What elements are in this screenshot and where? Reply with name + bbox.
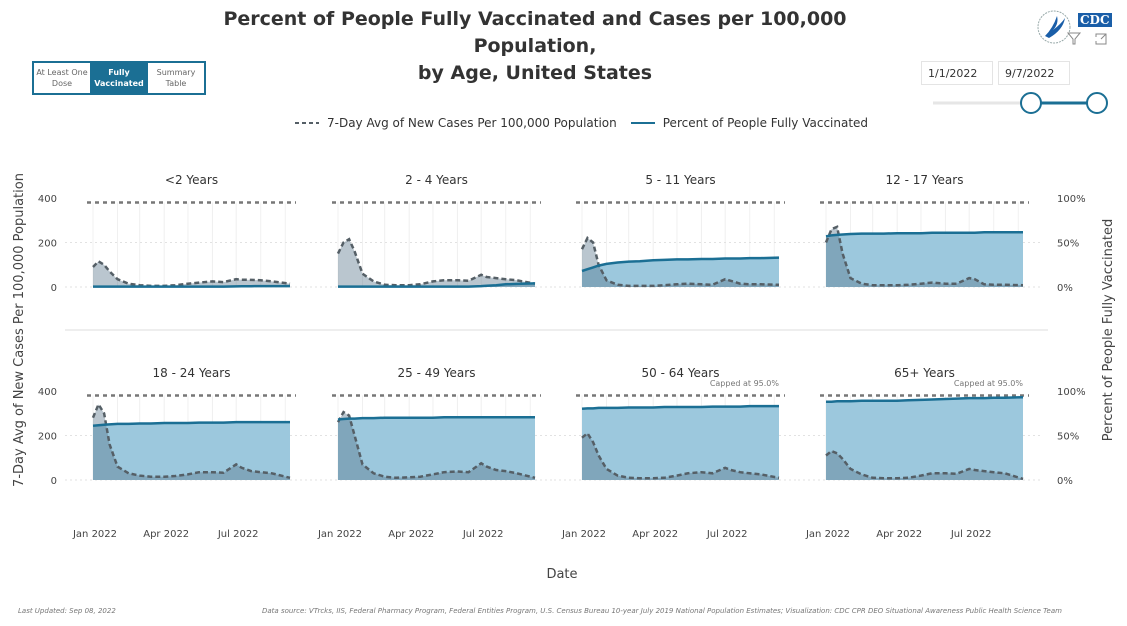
cases-area bbox=[826, 226, 1023, 287]
cdc-logo: CDC bbox=[1078, 13, 1112, 27]
x-tick-label: Jul 2022 bbox=[950, 529, 992, 540]
y-axis-title-left: 7-Day Avg of New Cases Per 100,000 Popul… bbox=[12, 173, 27, 487]
y-tick-label-left: 0 bbox=[51, 283, 57, 294]
x-tick-label: Jan 2022 bbox=[72, 529, 117, 540]
tab-fully-vaccinated[interactable]: Fully Vaccinated bbox=[90, 63, 147, 93]
cases-line bbox=[580, 236, 780, 288]
vaccinated-area bbox=[582, 406, 779, 480]
cases-line bbox=[825, 449, 1024, 481]
legend-dashed-swatch bbox=[295, 122, 319, 124]
panel-title: <2 Years bbox=[165, 173, 218, 187]
cap-note: Capped at 95.0% bbox=[710, 379, 780, 388]
title-line-1: Percent of People Fully Vaccinated and C… bbox=[223, 8, 847, 57]
cases-area bbox=[93, 404, 290, 480]
vaccinated-area bbox=[93, 422, 290, 480]
panel-5: 18 - 24 Years Jan 2022 Apr 2022 Jul 2022 bbox=[65, 366, 310, 540]
tab-summary-table[interactable]: Summary Table bbox=[147, 63, 204, 93]
legend-vaccinated: Percent of People Fully Vaccinated bbox=[662, 116, 869, 130]
panel-title: 12 - 17 Years bbox=[886, 173, 964, 187]
panel-title: 65+ Years bbox=[894, 366, 955, 380]
expand-icon[interactable] bbox=[1094, 32, 1108, 46]
slider-start-handle[interactable] bbox=[1020, 92, 1042, 114]
y-tick-label-left: 0 bbox=[51, 476, 57, 487]
last-updated: Last Updated: Sep 08, 2022 bbox=[18, 607, 116, 615]
cases-line bbox=[336, 237, 536, 287]
panel-title: 2 - 4 Years bbox=[405, 173, 468, 187]
panel-4: 12 - 17 Years bbox=[798, 173, 1043, 288]
cases-line bbox=[91, 401, 291, 480]
vaccinated-line bbox=[825, 231, 1023, 238]
vaccinated-area bbox=[826, 397, 1023, 480]
y-tick-label-right: 100% bbox=[1057, 194, 1086, 205]
cases-line bbox=[824, 225, 1024, 287]
cases-area bbox=[582, 238, 779, 287]
panel-title: 5 - 11 Years bbox=[645, 173, 715, 187]
x-tick-label: Apr 2022 bbox=[632, 529, 678, 540]
y-tick-label-right: 0% bbox=[1057, 476, 1073, 487]
slider-end-handle[interactable] bbox=[1086, 92, 1108, 114]
x-tick-label: Apr 2022 bbox=[876, 529, 922, 540]
page-title: Percent of People Fully Vaccinated and C… bbox=[180, 6, 890, 87]
tab-at-least-one-dose[interactable]: At Least One Dose bbox=[34, 63, 90, 93]
panel-6: 25 - 49 Years Jan 2022 Apr 2022 Jul 2022 bbox=[310, 366, 555, 540]
panel-title: 18 - 24 Years bbox=[153, 366, 231, 380]
y-tick-label-left: 200 bbox=[38, 239, 57, 250]
x-tick-label: Jan 2022 bbox=[317, 529, 362, 540]
y-axis-title-right: Percent of People Fully Vaccinated bbox=[1101, 219, 1116, 441]
x-tick-label: Apr 2022 bbox=[388, 529, 434, 540]
y-tick-label-left: 200 bbox=[38, 432, 57, 443]
panel-title: 50 - 64 Years bbox=[642, 366, 720, 380]
legend-solid-swatch bbox=[630, 122, 655, 124]
panel-1: <2 Years bbox=[65, 173, 310, 288]
cases-line bbox=[581, 431, 780, 480]
date-range-slider[interactable] bbox=[925, 88, 1115, 118]
end-date-input[interactable]: 9/7/2022 bbox=[998, 61, 1070, 85]
cases-line bbox=[336, 410, 536, 480]
cases-area bbox=[826, 451, 1023, 480]
view-tabs: At Least One Dose Fully Vaccinated Summa… bbox=[32, 61, 206, 95]
filter-icon[interactable] bbox=[1066, 30, 1082, 46]
hhs-eagle-logo bbox=[1037, 10, 1071, 44]
vaccinated-line bbox=[338, 282, 536, 288]
vaccinated-area bbox=[826, 232, 1023, 287]
x-tick-label: Jan 2022 bbox=[561, 529, 606, 540]
x-tick-label: Jul 2022 bbox=[462, 529, 504, 540]
y-tick-label-left: 400 bbox=[38, 387, 57, 398]
y-tick-label-right: 100% bbox=[1057, 387, 1086, 398]
y-tick-label-right: 50% bbox=[1057, 432, 1079, 443]
cases-area bbox=[93, 261, 290, 287]
panel-title: 25 - 49 Years bbox=[398, 366, 476, 380]
cases-line bbox=[92, 259, 291, 288]
vaccinated-line bbox=[826, 395, 1024, 403]
x-tick-label: Jul 2022 bbox=[217, 529, 259, 540]
x-tick-label: Jul 2022 bbox=[706, 529, 748, 540]
vaccinated-line bbox=[337, 416, 535, 421]
vaccinated-line bbox=[581, 256, 780, 273]
panel-2: 2 - 4 Years bbox=[310, 173, 555, 288]
title-line-2: by Age, United States bbox=[417, 62, 653, 84]
y-tick-label-left: 400 bbox=[38, 194, 57, 205]
legend: 7-Day Avg of New Cases Per 100,000 Popul… bbox=[295, 116, 868, 130]
x-tick-label: Apr 2022 bbox=[143, 529, 189, 540]
y-tick-label-right: 0% bbox=[1057, 283, 1073, 294]
start-date-input[interactable]: 1/1/2022 bbox=[921, 61, 993, 85]
legend-cases: 7-Day Avg of New Cases Per 100,000 Popul… bbox=[327, 116, 617, 130]
small-multiples-chart: 7-Day Avg of New Cases Per 100,000 Popul… bbox=[12, 173, 1116, 582]
data-source: Data source: VTrcks, IIS, Federal Pharma… bbox=[262, 607, 1062, 615]
cases-area bbox=[338, 239, 535, 287]
vaccinated-line bbox=[93, 284, 290, 288]
panel-3: 5 - 11 Years bbox=[554, 173, 799, 288]
cases-area bbox=[338, 412, 535, 480]
vaccinated-line bbox=[92, 420, 290, 427]
x-tick-label: Jan 2022 bbox=[805, 529, 850, 540]
vaccinated-line bbox=[581, 404, 779, 411]
x-axis-title: Date bbox=[546, 567, 577, 582]
y-tick-label-right: 50% bbox=[1057, 239, 1079, 250]
vaccinated-area bbox=[338, 417, 535, 480]
cap-note: Capped at 95.0% bbox=[954, 379, 1024, 388]
